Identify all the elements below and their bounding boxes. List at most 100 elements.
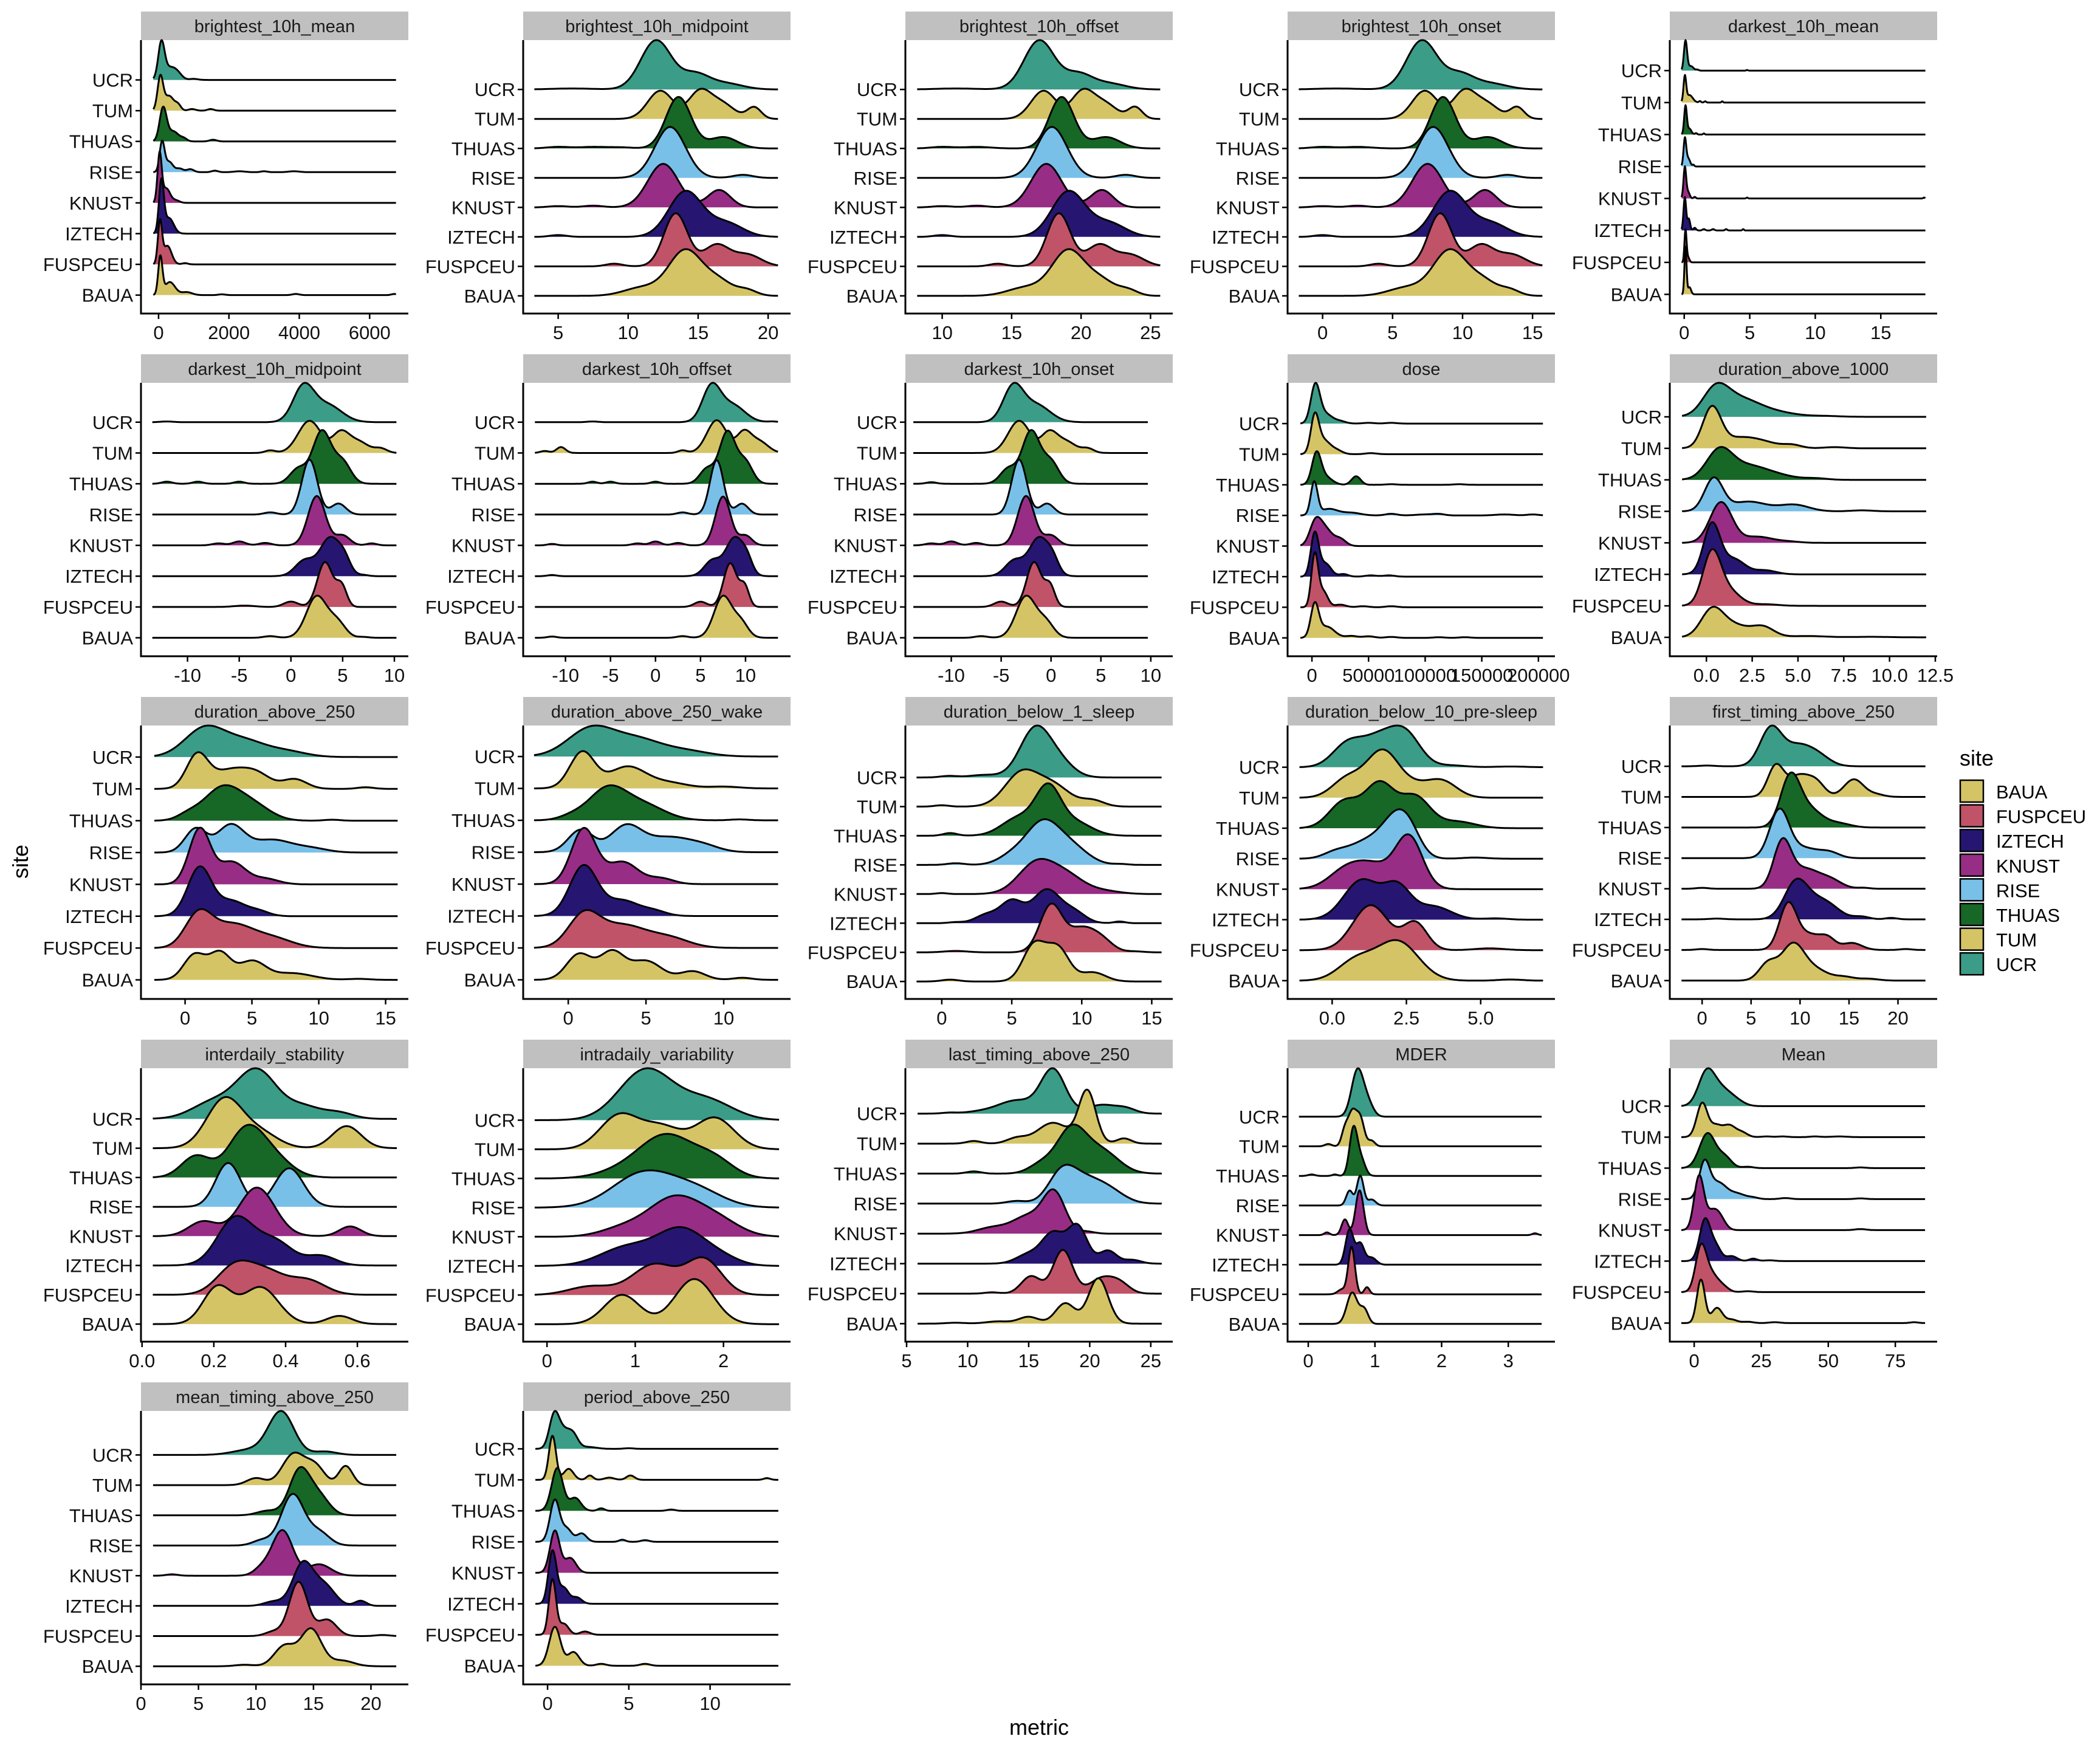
x-tick-label: 0 <box>1317 322 1328 343</box>
y-tick-label: THUAS <box>1598 1158 1662 1179</box>
y-tick-label: THUAS <box>69 811 133 832</box>
ridge-fill-KNUST <box>154 828 398 885</box>
ridge-line-THUAS <box>535 1467 779 1512</box>
ridge-line-KNUST <box>534 163 778 208</box>
ridge-line-TUM <box>153 74 397 112</box>
x-tick-label: -5 <box>231 665 248 686</box>
facet-title: brightest_10h_offset <box>959 17 1119 36</box>
ridge-line-TUM <box>916 88 1161 120</box>
ridge-fill-IZTECH <box>153 1215 397 1266</box>
ridge-line-RISE <box>1299 808 1544 860</box>
y-tick-label: UCR <box>92 747 133 768</box>
y-tick-label: IZTECH <box>829 566 897 587</box>
y-tick-label: KNUST <box>1216 879 1280 900</box>
ridge-fill-IZTECH <box>534 190 778 237</box>
ridge-fill-THUAS <box>913 430 1148 484</box>
facet-panel-intradaily_variability: intradaily_variability UCR TUM THUAS RISE KNU… <box>425 1040 791 1371</box>
ridge-fill-TUM <box>1681 764 1926 797</box>
ridge-line-KNUST <box>1681 1174 1926 1231</box>
ridge-line-FUSPCEU <box>917 1249 1162 1295</box>
ridge-fill-IZTECH <box>1299 190 1543 237</box>
ridge-fill-FUSPCEU <box>534 910 778 948</box>
ridge-fill-KNUST <box>153 1530 397 1576</box>
facet-title: dose <box>1402 360 1441 379</box>
facet-panel-mean_timing_above_250: mean_timing_above_250 UCR TUM THUAS RISE KNUS… <box>43 1382 408 1714</box>
facet-strip <box>523 12 791 40</box>
ridges <box>153 39 397 297</box>
facet-strip <box>905 697 1173 726</box>
ridge-fill-THUAS <box>154 785 398 821</box>
x-tick-label: 15 <box>375 1007 396 1029</box>
ridge-line-THUAS <box>534 96 778 149</box>
ridge-line-RISE <box>1298 126 1543 179</box>
ridge-fill-TUM <box>535 420 778 453</box>
y-tick-label: KNUST <box>1216 197 1280 218</box>
y-tick-label: UCR <box>857 412 897 433</box>
y-tick-label: IZTECH <box>829 227 897 248</box>
y-tick-label: IZTECH <box>447 906 515 927</box>
facet-panel-darkest_10h_midpoint: darkest_10h_midpoint UCR TUM THUAS RISE KNUST… <box>43 354 408 686</box>
y-tick-label: KNUST <box>69 1565 133 1587</box>
ridge-line-THUAS <box>1681 104 1926 136</box>
ridge-line-FUSPCEU <box>534 212 778 267</box>
facet-panel-dose: dose UCR TUM THUAS RISE KNUST IZTECH FUSPCEU BAU… <box>1190 354 1570 686</box>
ridge-line-RISE <box>152 459 397 516</box>
x-tick-label: 75 <box>1885 1350 1906 1371</box>
ridge-line-IZTECH <box>916 190 1161 238</box>
x-tick-label: 20 <box>1887 1007 1908 1029</box>
ridge-line-UCR <box>534 382 778 424</box>
facet-title: intradaily_variability <box>580 1045 734 1065</box>
facet-strip <box>1288 12 1555 40</box>
ridge-line-THUAS <box>916 782 1162 837</box>
y-tick-label: UCR <box>1239 79 1280 100</box>
facet-strip <box>905 1040 1173 1068</box>
ridge-line-KNUST <box>913 495 1148 546</box>
y-tick-label: FUSPCEU <box>808 256 897 277</box>
y-tick-label: UCR <box>475 1110 515 1131</box>
x-tick-label: 10 <box>713 1007 734 1029</box>
x-tick-label: 0 <box>1046 665 1056 686</box>
y-tick-label: BAUA <box>464 970 516 991</box>
legend-key-FUSPCEU <box>1959 804 1985 828</box>
y-tick-label: TUM <box>1239 1136 1280 1158</box>
ridge-fill-THUAS <box>1300 451 1543 485</box>
x-tick-label: 2.5 <box>1739 665 1765 686</box>
ridge-line-KNUST <box>534 826 779 885</box>
ridge-line-BAUA <box>534 1278 780 1325</box>
ridge-fill-TUM <box>916 769 1162 807</box>
ridge-fill-TUM <box>154 752 398 789</box>
facet-title: mean_timing_above_250 <box>176 1388 374 1407</box>
ridge-line-UCR <box>1298 39 1543 91</box>
y-tick-label: BAUA <box>1229 1314 1280 1335</box>
ridge-line-IZTECH <box>1299 878 1544 921</box>
y-tick-label: BAUA <box>846 286 898 307</box>
ridge-line-BAUA <box>154 950 399 981</box>
ridge-fill-THUAS <box>1681 772 1926 828</box>
ridge-fill-KNUST <box>1300 516 1543 546</box>
ridge-line-THUAS <box>154 784 399 822</box>
ridge-line-IZTECH <box>1681 877 1926 921</box>
y-tick-label: KNUST <box>1598 1220 1662 1241</box>
ridge-fill-RISE <box>1682 477 1926 512</box>
x-tick-label: 10 <box>1071 1007 1092 1029</box>
ridge-line-FUSPCEU <box>1299 904 1544 952</box>
y-tick-label: BAUA <box>82 285 134 306</box>
y-tick-label: IZTECH <box>829 913 897 934</box>
x-tick-label: 2000 <box>208 322 250 343</box>
ridges <box>534 1067 780 1325</box>
y-tick-label: KNUST <box>1598 188 1662 210</box>
y-tick-label: KNUST <box>834 197 897 218</box>
x-axis-title: metric <box>1009 1715 1069 1740</box>
y-tick-label: UCR <box>475 1438 515 1460</box>
facet-strip <box>141 697 408 726</box>
y-tick-label: FUSPCEU <box>808 1283 897 1305</box>
x-tick-label: 10 <box>957 1350 978 1371</box>
ridge-line-BAUA <box>1299 939 1544 982</box>
facet-panel-brightest_10h_onset: brightest_10h_onset UCR TUM THUAS RISE KNUST I… <box>1190 12 1555 343</box>
y-tick-label: FUSPCEU <box>425 1285 515 1306</box>
y-tick-label: TUM <box>857 442 897 464</box>
ridge-fill-THUAS <box>534 1134 780 1179</box>
facet-title: brightest_10h_mean <box>194 17 355 36</box>
y-tick-label: TUM <box>857 796 897 817</box>
x-tick-label: 5 <box>1006 1007 1017 1029</box>
